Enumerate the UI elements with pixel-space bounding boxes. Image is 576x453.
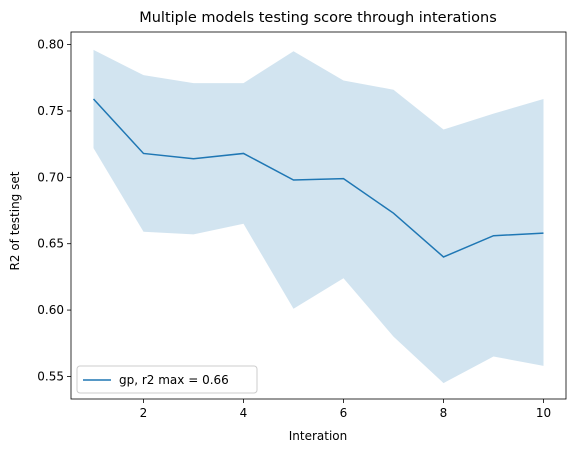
y-tick-label: 0.65 xyxy=(37,237,64,251)
x-tick-label: 10 xyxy=(536,406,551,420)
plot-area: 2 4 6 8 10 0.55 0.60 0.65 0.70 0.75 0.80 xyxy=(37,31,567,420)
x-tick-label: 6 xyxy=(340,406,348,420)
confidence-band xyxy=(93,49,544,384)
y-tick-label: 0.70 xyxy=(37,170,64,184)
legend-box xyxy=(76,365,258,394)
y-tick-label: 0.60 xyxy=(37,303,64,317)
legend: gp, r2 max = 0.66 xyxy=(76,365,258,394)
series-line xyxy=(92,98,544,258)
chart-title: Multiple models testing score through in… xyxy=(139,10,497,26)
x-tick-label: 8 xyxy=(440,406,448,420)
y-tick-label: 0.80 xyxy=(37,38,64,52)
x-tick-label: 2 xyxy=(140,406,148,420)
y-tick-label: 0.75 xyxy=(37,104,64,118)
legend-label: gp, r2 max = 0.66 xyxy=(119,373,229,387)
x-axis-label: Interation xyxy=(289,429,348,443)
x-tick-label: 4 xyxy=(240,406,248,420)
y-axis-label: R2 of testing set xyxy=(8,171,22,270)
axes-frame xyxy=(70,31,567,400)
y-tick-label: 0.55 xyxy=(37,369,64,383)
